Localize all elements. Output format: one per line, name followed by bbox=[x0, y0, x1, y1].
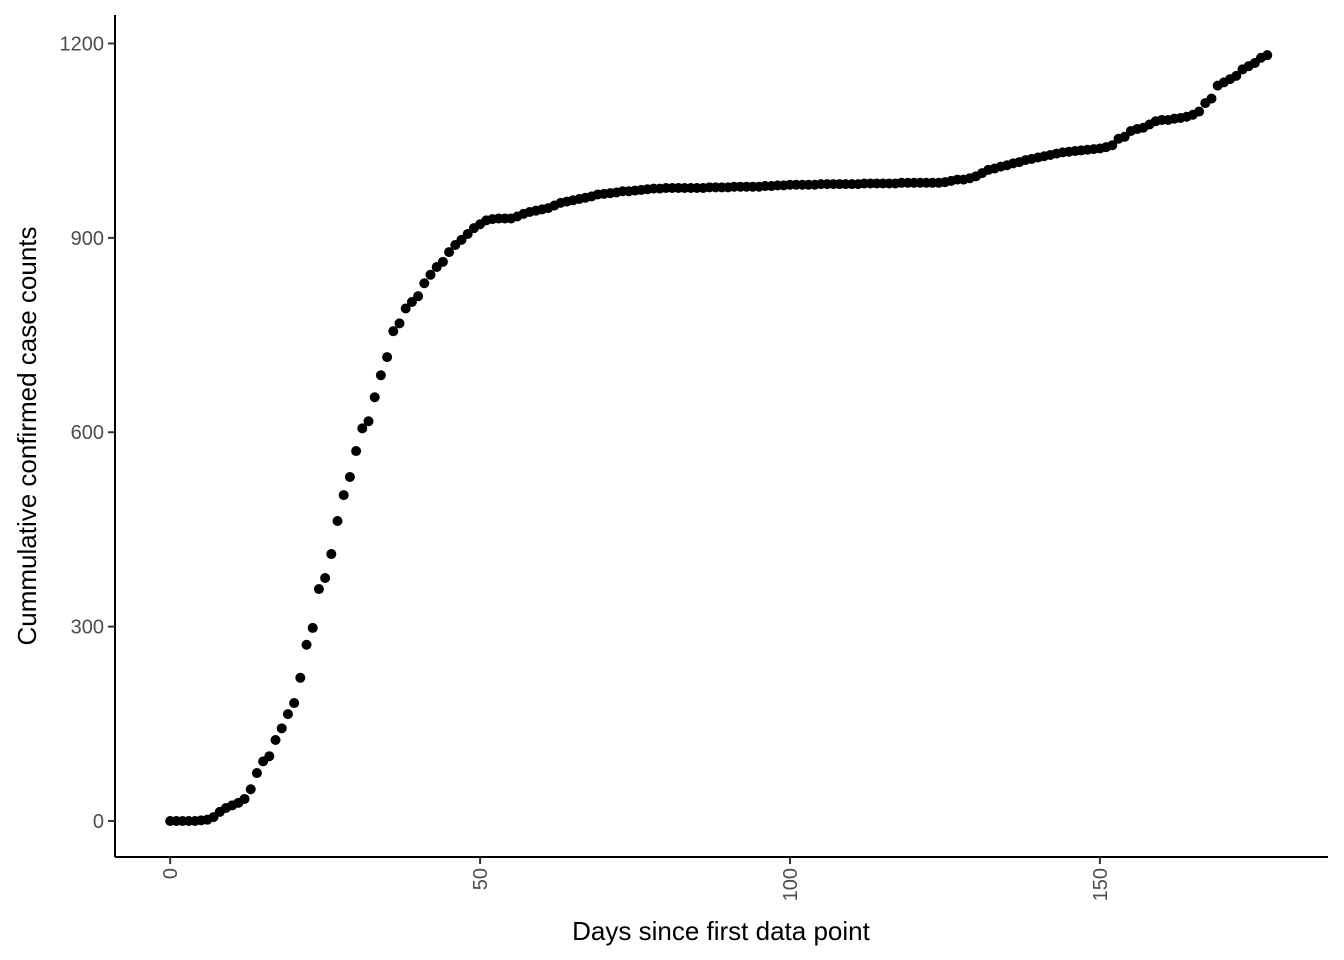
y-axis-title: Cummulative confirmed case counts bbox=[12, 226, 42, 645]
y-tick-label: 600 bbox=[71, 422, 104, 444]
point bbox=[276, 723, 287, 734]
point bbox=[357, 423, 368, 434]
point bbox=[1231, 70, 1242, 81]
point bbox=[444, 247, 455, 258]
point bbox=[282, 709, 293, 720]
point bbox=[332, 516, 343, 527]
x-axis-title: Days since first data point bbox=[572, 916, 870, 946]
point bbox=[338, 490, 349, 501]
x-tick-label: 150 bbox=[1090, 868, 1112, 901]
point bbox=[388, 326, 399, 337]
point bbox=[1262, 50, 1273, 61]
y-tick-label: 1200 bbox=[60, 34, 105, 56]
point bbox=[239, 793, 250, 804]
point bbox=[1194, 106, 1205, 117]
point bbox=[264, 751, 275, 762]
point bbox=[419, 278, 430, 289]
point bbox=[363, 416, 374, 427]
y-tick-label: 300 bbox=[71, 617, 104, 639]
point bbox=[307, 622, 318, 633]
point bbox=[1107, 140, 1118, 151]
x-tick-label: 100 bbox=[780, 868, 802, 901]
point bbox=[245, 784, 256, 795]
point bbox=[344, 471, 355, 482]
point bbox=[251, 768, 262, 779]
y-tick-label: 900 bbox=[71, 228, 104, 250]
point bbox=[320, 573, 331, 584]
point bbox=[369, 392, 380, 403]
point bbox=[425, 269, 436, 280]
point bbox=[301, 639, 312, 650]
point bbox=[1206, 93, 1217, 104]
x-tick-label: 0 bbox=[160, 868, 182, 879]
point bbox=[270, 734, 281, 745]
point bbox=[400, 303, 411, 314]
point bbox=[313, 584, 324, 595]
point bbox=[382, 352, 393, 363]
point bbox=[375, 370, 386, 381]
point bbox=[413, 291, 424, 302]
point bbox=[351, 446, 362, 457]
point bbox=[295, 672, 306, 683]
y-tick-label: 0 bbox=[93, 811, 104, 833]
point bbox=[326, 549, 337, 560]
point bbox=[394, 318, 405, 329]
point bbox=[289, 698, 300, 709]
point bbox=[437, 256, 448, 267]
x-tick-label: 50 bbox=[470, 868, 492, 890]
